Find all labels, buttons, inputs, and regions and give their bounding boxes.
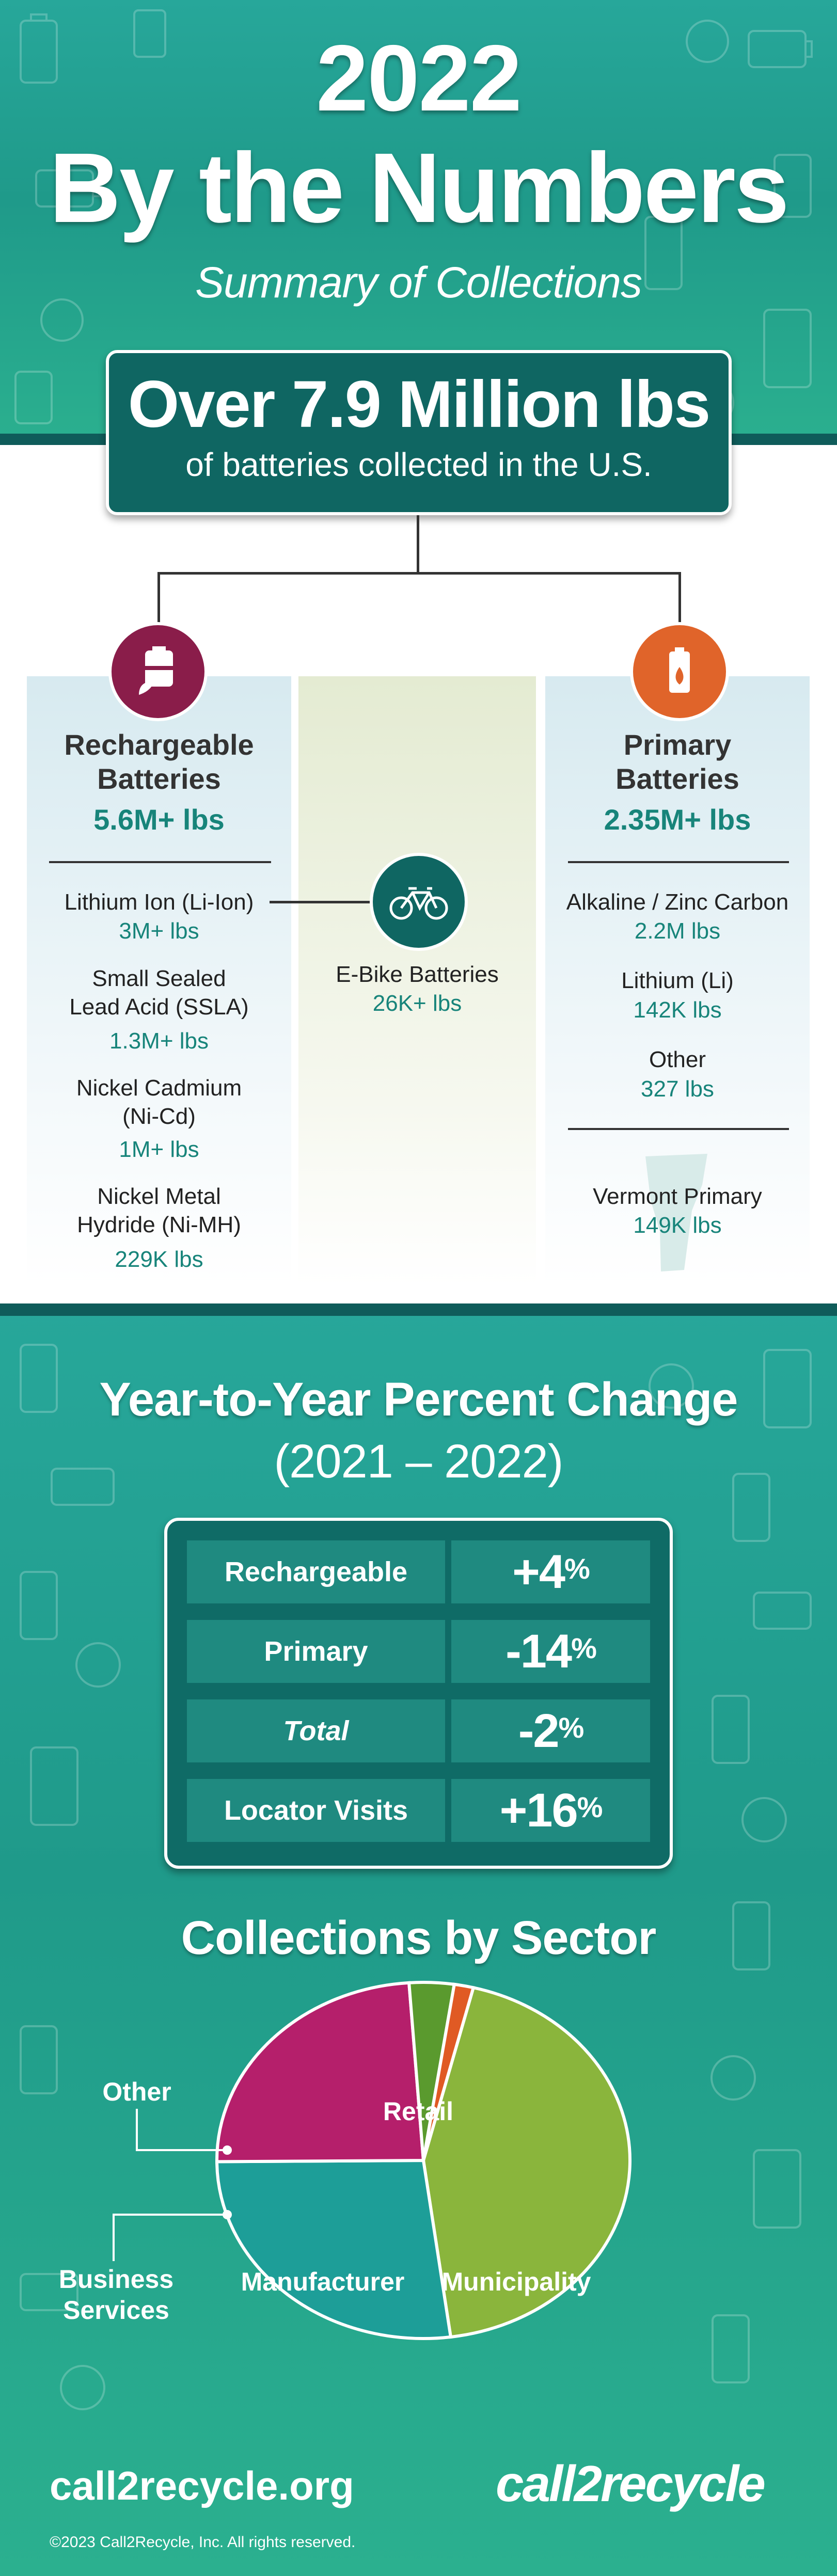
yoy-value: +16% [451, 1779, 650, 1842]
pie-slice-manufacturer [215, 1981, 425, 2164]
page-title: By the Numbers [49, 132, 789, 243]
nicd-name-line1: Nickel Cadmium [76, 1075, 242, 1101]
total-amount: Over 7.9 Million lbs [128, 368, 711, 441]
pie-label-retail: Retail [383, 2097, 454, 2126]
ebike-name: E-Bike Batteries [336, 962, 499, 987]
yoy-label: Locator Visits [187, 1779, 445, 1842]
tree-connector-right [678, 572, 681, 629]
yoy-title: Year-to-Year Percent Change [99, 1373, 738, 1426]
pie-label-other: Other [102, 2077, 171, 2106]
pie-slice-other [422, 1982, 476, 2161]
other-primary-name: Other [649, 1047, 706, 1072]
tree-connector-horizontal [157, 572, 681, 575]
primary-title: Primary Batteries [545, 728, 810, 796]
nimh-name: Nickel Metal Hydride (Ni-MH) [27, 1182, 291, 1239]
yoy-label: Primary [187, 1620, 445, 1683]
rechargeable-battery-icon [108, 622, 208, 721]
rechargeable-title: Rechargeable Batteries [27, 728, 291, 796]
rechargeable-column [27, 676, 291, 1285]
ebike-value: 26K+ lbs [372, 991, 462, 1016]
primary-rule-bottom [568, 1128, 789, 1130]
alkaline-value: 2.2M lbs [634, 918, 721, 944]
yoy-value: -2% [451, 1699, 650, 1762]
year-title: 2022 [316, 25, 522, 131]
yoy-value: +4% [451, 1540, 650, 1603]
nimh-name-line1: Nickel Metal [97, 1184, 221, 1209]
primary-title-line2: Batteries [615, 762, 739, 796]
copyright: ©2023 Call2Recycle, Inc. All rights rese… [50, 2534, 356, 2551]
yoy-value-percent: % [558, 1711, 585, 1744]
pie-slice-retail [421, 1985, 631, 2339]
nimh-name-line2: Hydride (Ni-MH) [77, 1212, 241, 1237]
ebike-icon [370, 853, 468, 951]
ssla-value: 1.3M+ lbs [109, 1028, 209, 1054]
alkaline-name: Alkaline / Zinc Carbon [566, 889, 789, 915]
primary-title-line1: Primary [623, 728, 732, 761]
ssla-name-line2: Lead Acid (SSLA) [69, 994, 249, 1020]
yoy-value: -14% [451, 1620, 650, 1683]
yoy-value-percent: % [564, 1552, 590, 1585]
lithium-primary-value: 142K lbs [633, 997, 722, 1023]
pie-slice-municipality [215, 2158, 453, 2340]
nimh-value: 229K lbs [115, 1247, 203, 1272]
rechargeable-title-line2: Batteries [97, 762, 221, 796]
yoy-value-number: +16 [499, 1784, 578, 1837]
nicd-name: Nickel Cadmium (Ni-Cd) [27, 1074, 291, 1131]
ebike-connector [270, 901, 371, 903]
battery-pattern-bottom [20, 1344, 812, 2410]
rechargeable-rule [49, 861, 271, 863]
yoy-label: Total [187, 1699, 445, 1762]
vermont-name: Vermont Primary [593, 1184, 762, 1209]
ebike-column [298, 676, 536, 1285]
rechargeable-total: 5.6M+ lbs [93, 803, 225, 836]
yoy-subtitle: (2021 – 2022) [274, 1435, 564, 1488]
business-leader-line [113, 2210, 232, 2261]
other-leader-line [136, 2109, 232, 2155]
pie-label-manufacturer: Manufacturer [241, 2267, 405, 2296]
yoy-table: Rechargeable +4% Primary -14% Total -2% … [164, 1518, 673, 1869]
sector-pie-chart [215, 1981, 631, 2340]
page-subtitle: Summary of Collections [195, 258, 642, 307]
tree-connector-left [157, 572, 160, 629]
yoy-value-number: -2 [518, 1704, 560, 1757]
business-label-line2: Services [63, 2296, 169, 2325]
tree-connector-vertical [417, 515, 419, 573]
rechargeable-title-line1: Rechargeable [64, 728, 254, 761]
total-collected-box: Over 7.9 Million lbs of batteries collec… [106, 350, 732, 515]
pie-label-municipality: Municipality [441, 2267, 591, 2296]
li-ion-value: 3M+ lbs [119, 918, 199, 944]
call2recycle-logo: call2recycle [496, 2455, 766, 2512]
primary-rule-top [568, 861, 789, 863]
yoy-value-number: -14 [506, 1625, 572, 1678]
vermont-map-icon [645, 1154, 707, 1271]
yoy-value-percent: % [571, 1632, 597, 1664]
divider-band-bottom [0, 1303, 837, 1316]
nicd-name-line2: (Ni-Cd) [122, 1104, 196, 1129]
lithium-primary-name: Lithium (Li) [621, 968, 734, 993]
bottom-background [0, 1303, 837, 2576]
li-ion-name: Lithium Ion (Li-Ion) [64, 889, 254, 915]
primary-total: 2.35M+ lbs [604, 803, 751, 836]
total-description: of batteries collected in the U.S. [185, 446, 652, 483]
yoy-value-number: +4 [512, 1545, 565, 1598]
yoy-label: Rechargeable [187, 1540, 445, 1603]
other-primary-value: 327 lbs [641, 1076, 714, 1102]
footer-url[interactable]: call2recycle.org [50, 2463, 354, 2508]
nicd-value: 1M+ lbs [119, 1137, 199, 1162]
pie-label-business-services: Business Services [49, 2264, 183, 2326]
battery-pattern [14, 9, 813, 424]
primary-battery-icon [630, 622, 729, 721]
sector-title: Collections by Sector [181, 1912, 657, 1964]
vermont-value: 149K lbs [633, 1213, 722, 1238]
business-label-line1: Business [58, 2265, 174, 2294]
ssla-name: Small Sealed Lead Acid (SSLA) [27, 964, 291, 1021]
yoy-value-percent: % [577, 1791, 603, 1823]
ssla-name-line1: Small Sealed [92, 966, 226, 991]
